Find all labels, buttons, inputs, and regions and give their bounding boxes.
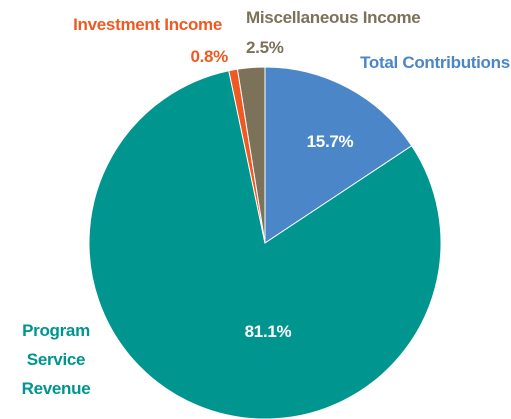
value-label: 2.5%	[246, 38, 284, 57]
pie-slice	[236, 66, 266, 244]
value-label: 15.7%	[306, 132, 354, 151]
pie-slice	[264, 66, 413, 244]
value-label: 0.8%	[190, 47, 228, 66]
slice-label: Miscellaneous Income	[246, 8, 421, 27]
slice-label: Total Contributions	[360, 53, 510, 72]
value-label: 81.1%	[244, 322, 292, 341]
slice-label: Program Service Revenue	[21, 321, 91, 398]
slice-label: Investment Income	[73, 15, 222, 34]
pie-slice	[88, 70, 442, 419]
